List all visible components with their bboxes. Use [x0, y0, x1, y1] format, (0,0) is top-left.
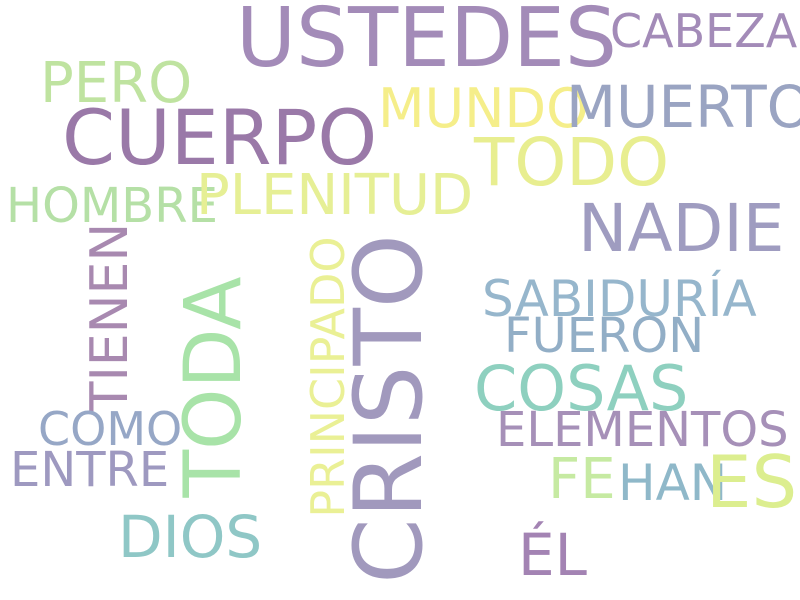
word-plenitud: PLENITUD	[196, 163, 474, 228]
word-hombre: HOMBRE	[6, 178, 218, 234]
word-el: ÉL	[518, 521, 587, 589]
word-sabiduria: SABIDURÍA	[482, 270, 757, 328]
word-es: ES	[706, 440, 798, 524]
word-nadie: NADIE	[578, 190, 785, 267]
word-cosas: COSAS	[474, 352, 689, 425]
word-como: COMO	[38, 402, 183, 456]
word-elementos: ELEMENTOS	[496, 402, 789, 458]
word-mundo: MUNDO	[378, 77, 589, 140]
word-fe: FE	[548, 447, 616, 512]
word-ustedes: USTEDES	[236, 0, 617, 86]
word-muerto: MUERTO	[566, 73, 800, 141]
word-han: HAN	[618, 454, 728, 512]
word-pero: PERO	[40, 51, 193, 116]
word-dios: DIOS	[118, 503, 263, 571]
word-cabeza: CABEZA	[610, 4, 798, 58]
word-cuerpo: CUERPO	[62, 93, 378, 182]
word-todo: TODO	[474, 124, 670, 201]
word-fueron: FUERON	[504, 308, 705, 364]
word-entre: ENTRE	[10, 442, 170, 498]
